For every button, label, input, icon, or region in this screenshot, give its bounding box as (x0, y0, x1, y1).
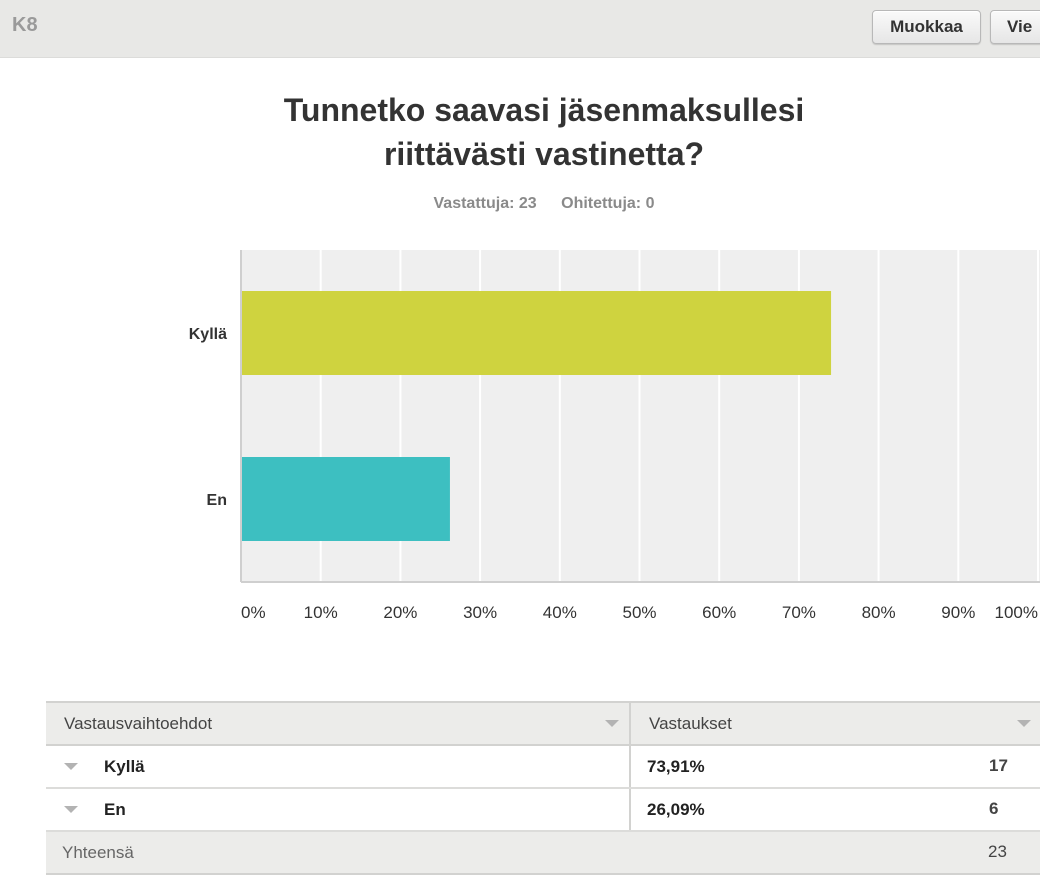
edit-button[interactable]: Muokkaa (872, 10, 981, 44)
total-label: Yhteensä (46, 831, 630, 875)
total-count: 23 (988, 842, 1007, 861)
answer-choice-cell: En (46, 788, 631, 832)
response-table: Vastausvaihtoehdot Vastaukset Kyllä 73,9… (46, 701, 1040, 875)
response-count: 17 (989, 756, 1008, 775)
header-responses-label: Vastaukset (649, 713, 732, 733)
table-row: Kyllä 73,91% 17 (46, 745, 1040, 789)
x-tick-label: 80% (862, 603, 896, 622)
question-title-line-1: Tunnetko saavasi jäsenmaksullesi (283, 92, 805, 128)
x-tick-label: 10% (304, 603, 338, 622)
table-row: En 26,09% 6 (46, 788, 1040, 832)
bar-chart: Kyllä En 0% 10% 20% 30% 40% 50% 60% 70% 80% 90% 100% (189, 250, 1040, 622)
response-percent: 73,91% (647, 756, 705, 776)
question-title: Tunnetko saavasi jäsenmaksullesi riittäv… (0, 88, 1040, 176)
answered-count: Vastattuja: 23 (433, 195, 537, 212)
response-stats: Vastattuja: 23 Ohitettuja: 0 (0, 195, 1040, 213)
answer-choice-cell: Kyllä (46, 745, 631, 789)
question-id: K8 (12, 14, 38, 36)
export-button[interactable]: Vie (990, 10, 1040, 44)
x-tick-label: 100% (995, 603, 1038, 622)
response-cell: 26,09% 6 (630, 788, 1040, 832)
bar-kyllä (242, 291, 832, 375)
x-tick-label: 30% (463, 603, 497, 622)
skipped-count: Ohitettuja: 0 (561, 195, 655, 212)
question-title-line-2: riittävästi vastinetta? (383, 136, 705, 172)
response-count: 6 (989, 799, 999, 818)
category-label: En (207, 492, 227, 509)
x-tick-label: 70% (782, 603, 816, 622)
header-responses[interactable]: Vastaukset (630, 701, 1040, 746)
expand-caret-icon[interactable] (64, 763, 78, 770)
table-header-row: Vastausvaihtoehdot Vastaukset (46, 701, 1040, 746)
x-tick-label: 60% (702, 603, 736, 622)
total-cell: 23 (630, 831, 1040, 875)
category-label: Kyllä (189, 326, 227, 343)
response-percent: 26,09% (647, 799, 705, 819)
answer-choice-label: Kyllä (104, 756, 145, 776)
response-cell: 73,91% 17 (630, 745, 1040, 789)
total-row: Yhteensä 23 (46, 831, 1040, 875)
expand-caret-icon[interactable] (64, 806, 78, 813)
x-tick-label: 40% (543, 603, 577, 622)
bar-en (242, 457, 450, 541)
x-tick-label: 0% (241, 603, 266, 622)
x-tick-label: 50% (622, 603, 656, 622)
header-answer-choices-label: Vastausvaihtoehdot (64, 713, 213, 733)
sort-caret-icon[interactable] (605, 720, 619, 727)
x-tick-label: 90% (941, 603, 975, 622)
header-answer-choices[interactable]: Vastausvaihtoehdot (46, 701, 631, 746)
x-tick-label: 20% (383, 603, 417, 622)
answer-choice-label: En (104, 799, 126, 819)
sort-caret-icon[interactable] (1017, 720, 1031, 727)
question-toolbar: K8 Muokkaa Vie (0, 0, 1040, 58)
